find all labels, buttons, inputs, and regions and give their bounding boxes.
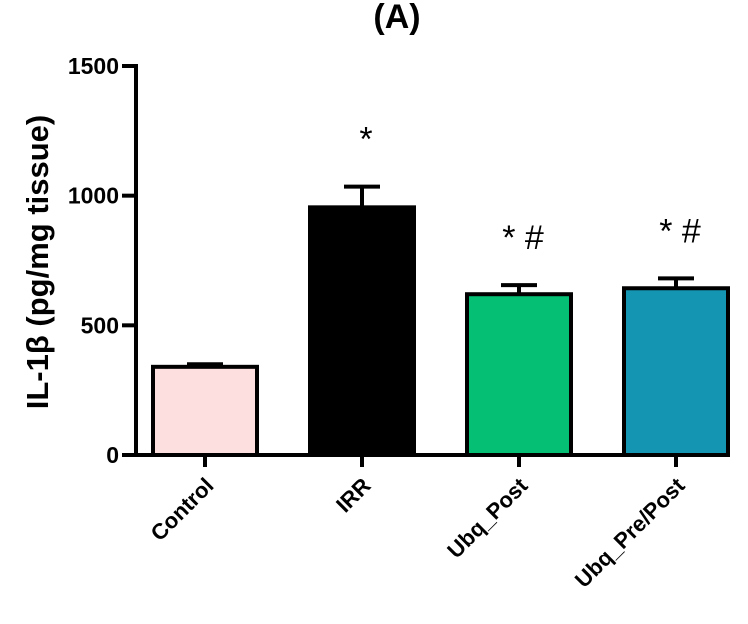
x-tick-label: Ubq_Post [442,472,533,563]
bar-irr [308,205,416,457]
y-axis: 0 500 1000 1500 [68,53,138,468]
y-tick-label: 1500 [68,53,119,79]
y-axis-label: IL-1β (pg/mg tissue) [20,115,55,410]
bars [151,205,730,458]
x-tick-label: Control [146,473,219,546]
y-tick-label: 0 [106,442,119,468]
bar-control [151,364,259,457]
x-tick-label: Ubq_Pre/Post [570,472,690,592]
significance-marker: * [359,121,372,159]
significance-annotations: * * # * # [359,121,700,258]
x-tick-label: IRR [331,473,376,518]
y-tick-label: 1000 [68,183,119,209]
y-tick-label: 500 [81,312,119,338]
bar-ubq-pre-post [622,286,730,457]
bar-ubq-post [465,292,573,458]
x-tick-labels: Control IRR Ubq_Post Ubq_Pre/Post [146,472,690,592]
significance-marker: * # [659,212,701,250]
significance-marker: * # [502,219,544,257]
error-bars [187,184,694,367]
chart-title: (A) [373,0,420,36]
